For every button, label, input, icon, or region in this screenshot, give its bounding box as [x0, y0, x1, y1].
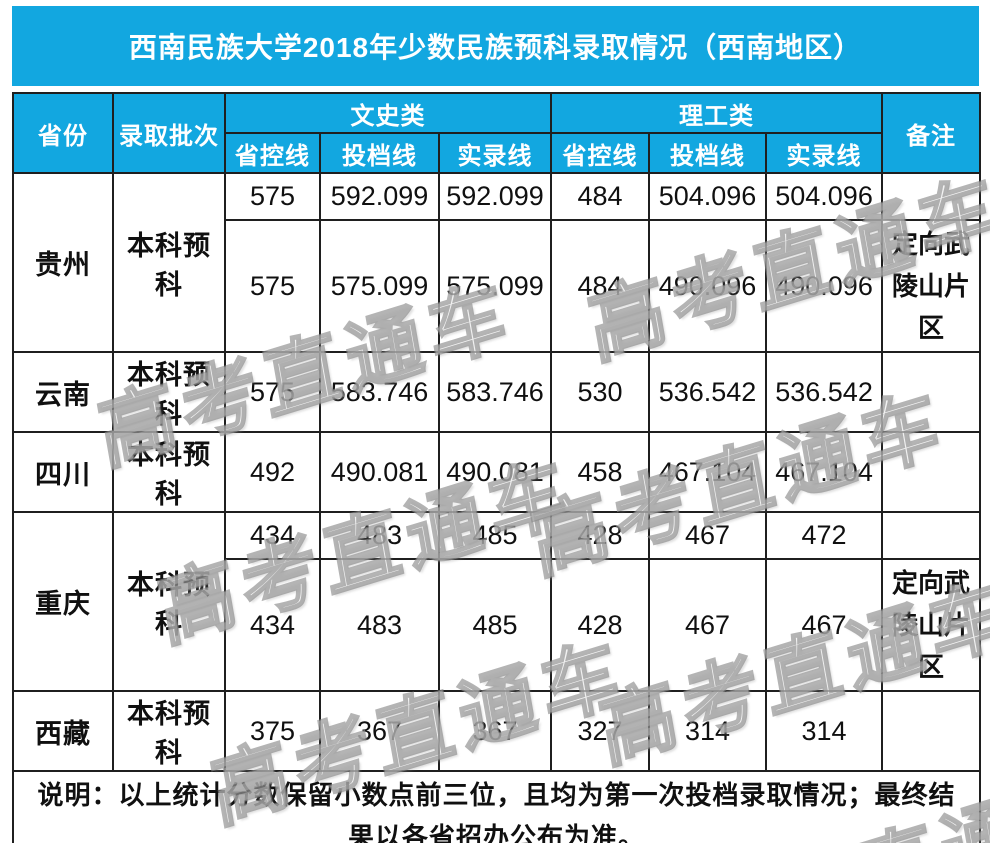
score-cell: 458 [550, 431, 651, 513]
remark-cell [881, 351, 982, 433]
header-row-groups: 省份 录取批次 文史类 理工类 备注 [12, 92, 982, 174]
score-cell: 530 [550, 351, 651, 433]
score-cell: 467 [765, 558, 884, 692]
province-cell: 重庆 [12, 511, 114, 692]
score-cell: 504.096 [765, 172, 884, 221]
score-cell: 490.081 [319, 431, 440, 513]
score-cell: 583.746 [437, 351, 553, 433]
score-cell: 592.099 [319, 172, 440, 221]
score-cell: 472 [765, 511, 884, 560]
sub-header-la-filing-line: 投档线 [319, 132, 440, 174]
remark-cell [881, 431, 982, 513]
score-cell: 504.096 [648, 172, 768, 221]
score-cell: 428 [550, 558, 651, 692]
table-row-chongqing-1: 重庆 本科预科 434 483 485 428 467 472 [12, 511, 982, 692]
note-row: 说明：以上统计分数保留小数点前三位，且均为第一次投档录取情况；最终结果以各省招办… [11, 770, 982, 843]
score-cell: 490.096 [648, 219, 768, 353]
col-header-province: 省份 [12, 92, 114, 174]
table-row-tibet: 西藏 本科预科 375 367 367 327 314 314 [12, 690, 982, 772]
batch-cell: 本科预科 [112, 351, 226, 433]
remark-cell: 定向武陵山片区 [881, 219, 982, 353]
score-cell: 575 [224, 172, 321, 221]
col-header-remark: 备注 [881, 92, 982, 174]
score-cell: 314 [648, 690, 768, 772]
table-row-chongqing-2: 434 483 485 428 467 467 定向武陵山片区 [13, 558, 982, 692]
table-row-guizhou-2: 575 575.099 575.099 484 490.096 490.096 … [13, 219, 982, 353]
score-cell: 467.104 [648, 431, 768, 513]
batch-cell: 本科预科 [112, 431, 226, 513]
score-cell: 575 [224, 351, 321, 433]
batch-cell: 本科预科 [112, 511, 226, 692]
score-cell: 490.096 [765, 219, 884, 353]
score-cell: 428 [550, 511, 651, 560]
score-cell: 485 [437, 511, 553, 560]
score-cell: 484 [550, 219, 651, 353]
header-row-sub: 省控线 投档线 实录线 省控线 投档线 实录线 [13, 132, 980, 174]
province-cell: 四川 [12, 431, 114, 513]
remark-cell [881, 690, 982, 772]
score-cell: 485 [437, 558, 553, 692]
table-row-sichuan: 四川 本科预科 492 490.081 490.081 458 467.104 … [12, 431, 982, 513]
sub-header-sci-filing-line: 投档线 [648, 132, 768, 174]
score-cell: 467 [648, 558, 768, 692]
score-cell: 327 [550, 690, 651, 772]
group-header-liberal-arts: 文史类 [223, 92, 553, 134]
score-cell: 592.099 [437, 172, 553, 221]
batch-cell: 本科预科 [112, 172, 226, 353]
sub-header-sci-actual-line: 实录线 [765, 132, 884, 174]
score-cell: 536.542 [648, 351, 768, 433]
score-cell: 483 [319, 511, 440, 560]
score-cell: 583.746 [319, 351, 440, 433]
note-text: 说明：以上统计分数保留小数点前三位，且均为第一次投档录取情况；最终结果以各省招办… [11, 770, 982, 843]
score-cell: 434 [224, 511, 321, 560]
province-cell: 西藏 [12, 690, 114, 772]
sub-header-sci-control-line: 省控线 [550, 132, 651, 174]
table-row-yunnan: 云南 本科预科 575 583.746 583.746 530 536.542 … [12, 351, 982, 433]
score-cell: 434 [224, 558, 321, 692]
group-header-science: 理工类 [550, 92, 884, 134]
score-cell: 575.099 [319, 219, 440, 353]
score-cell: 575 [224, 219, 321, 353]
sub-header-la-actual-line: 实录线 [437, 132, 553, 174]
province-cell: 云南 [12, 351, 114, 433]
score-cell: 367 [437, 690, 553, 772]
remark-cell [881, 511, 982, 560]
score-cell: 314 [765, 690, 884, 772]
table-row-guizhou-1: 贵州 本科预科 575 592.099 592.099 484 504.096 … [12, 172, 982, 353]
score-cell: 367 [319, 690, 440, 772]
score-cell: 490.081 [437, 431, 553, 513]
province-cell: 贵州 [12, 172, 114, 353]
score-cell: 467 [648, 511, 768, 560]
remark-cell: 定向武陵山片区 [881, 558, 982, 692]
score-cell: 492 [224, 431, 321, 513]
sub-header-la-control-line: 省控线 [224, 132, 321, 174]
score-cell: 467.104 [765, 431, 884, 513]
batch-cell: 本科预科 [112, 690, 226, 772]
col-header-batch: 录取批次 [112, 92, 226, 174]
score-cell: 536.542 [765, 351, 884, 433]
score-cell: 484 [550, 172, 651, 221]
remark-cell [881, 172, 982, 221]
score-cell: 483 [319, 558, 440, 692]
score-cell: 575.099 [437, 219, 553, 353]
admission-score-table: 省份 录取批次 文史类 理工类 备注 省控线 投档线 实录线 省控线 投档线 实… [11, 92, 982, 843]
page-title: 西南民族大学2018年少数民族预科录取情况（西南地区） [12, 6, 979, 86]
score-cell: 375 [224, 690, 321, 772]
